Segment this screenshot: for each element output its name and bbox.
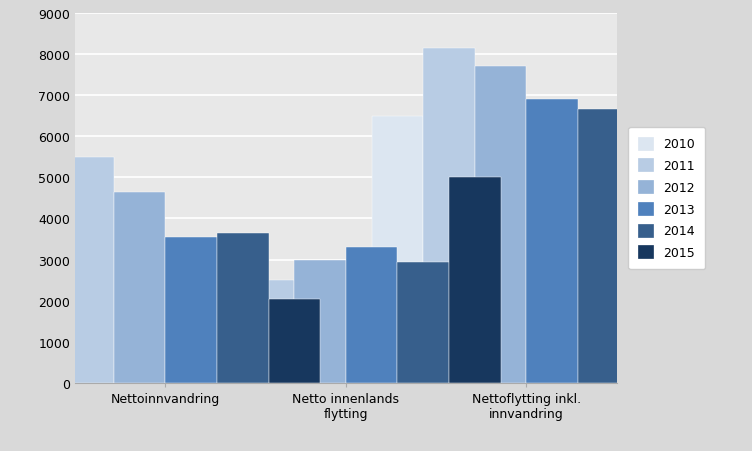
Bar [62,157,114,383]
Bar [423,48,475,383]
Bar [475,67,526,383]
Bar [268,299,320,383]
Bar [398,262,449,383]
Bar [449,178,501,383]
Bar [11,219,62,383]
Bar [217,233,268,383]
Bar [578,110,629,383]
Bar [191,283,243,383]
Bar [165,238,217,383]
Bar [114,192,165,383]
Bar [346,248,398,383]
Legend: 2010, 2011, 2012, 2013, 2014, 2015: 2010, 2011, 2012, 2013, 2014, 2015 [629,128,705,269]
Bar [629,92,681,383]
Bar [526,100,578,383]
Bar [243,281,294,383]
Bar [371,116,423,383]
Bar [294,260,346,383]
